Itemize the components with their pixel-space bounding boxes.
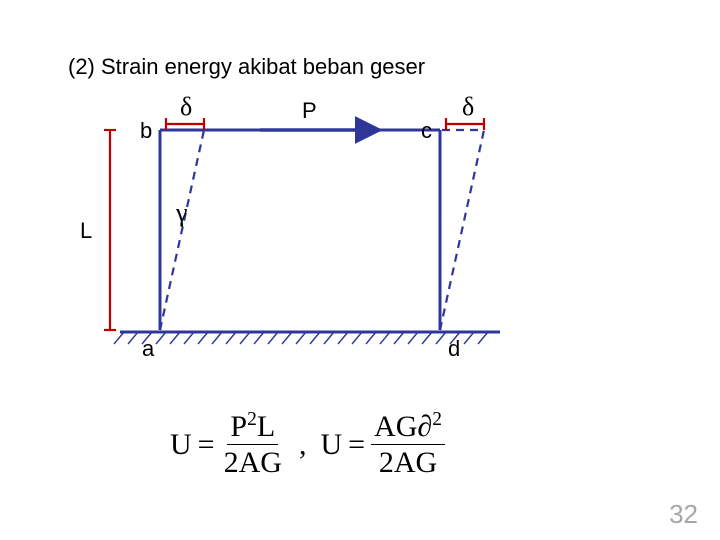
formula-num1-L: L [257, 410, 275, 443]
formula: U = P2L 2AG , U = AG∂2 2AG [170, 410, 445, 479]
formula-frac2: AG∂2 2AG [371, 410, 445, 479]
deformed-frame [160, 130, 484, 330]
formula-U2: U [320, 428, 342, 462]
undeformed-frame [160, 130, 440, 330]
label-a: a [142, 336, 154, 362]
label-P: P [302, 98, 317, 124]
shear-diagram [0, 0, 720, 400]
dim-L [104, 130, 116, 330]
label-b: b [140, 118, 152, 144]
formula-comma: , [291, 428, 315, 462]
label-delta-right: δ [462, 92, 474, 122]
ground-hatch [114, 332, 488, 344]
formula-U1: U [170, 428, 192, 462]
formula-frac1: P2L 2AG [221, 410, 285, 479]
page-number: 32 [669, 499, 698, 530]
formula-num1-exp: 2 [247, 409, 257, 430]
formula-den1: 2AG [221, 445, 285, 479]
label-delta-left: δ [180, 92, 192, 122]
formula-num2-AG: AG [374, 410, 417, 443]
formula-eq1: = [198, 428, 215, 462]
label-c: c [421, 118, 432, 144]
formula-num2-exp: 2 [432, 409, 442, 430]
formula-den2: 2AG [376, 445, 440, 479]
label-d: d [448, 336, 460, 362]
formula-num2-partial: ∂ [417, 410, 432, 443]
formula-eq2: = [348, 428, 365, 462]
label-L: L [80, 218, 92, 244]
formula-num1-P: P [230, 410, 247, 443]
label-gamma: γ [176, 198, 188, 228]
